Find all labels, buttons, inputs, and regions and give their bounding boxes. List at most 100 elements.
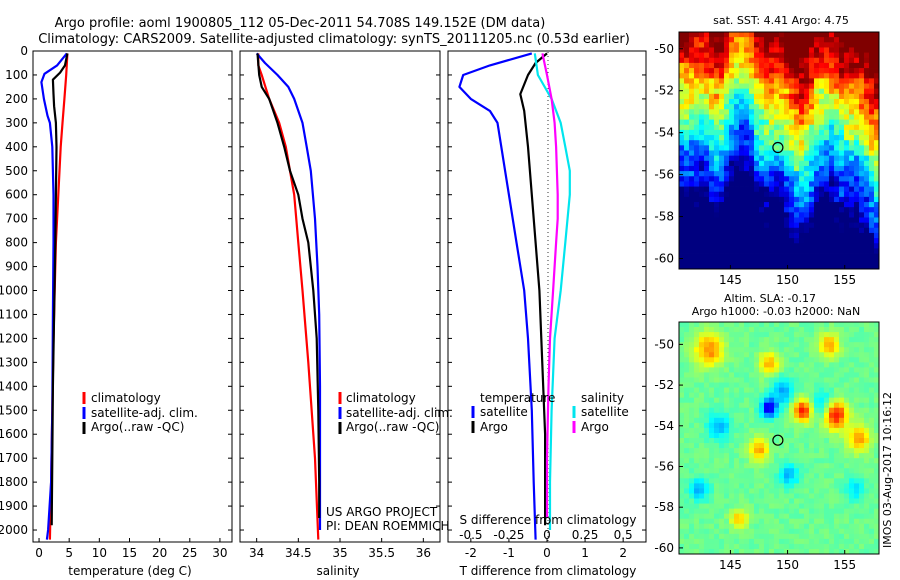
map-cell	[724, 483, 730, 489]
map-cell	[734, 73, 740, 79]
map-cell	[744, 171, 750, 177]
map-cell	[729, 372, 735, 378]
map-cell	[784, 417, 790, 424]
map-cell	[709, 47, 715, 54]
map-cell	[704, 448, 710, 454]
map-cell	[789, 263, 795, 270]
map-cell	[839, 412, 845, 419]
map-cell	[704, 104, 710, 110]
map-cell	[824, 222, 830, 229]
map-cell	[819, 392, 825, 399]
map-cell	[764, 109, 770, 115]
map-cell	[814, 88, 820, 95]
map-cell	[814, 438, 820, 444]
map-cell	[854, 47, 860, 54]
map-cell	[759, 253, 765, 260]
map-cell	[834, 327, 840, 333]
map-cell	[774, 104, 780, 110]
map-cell	[694, 243, 700, 249]
map-cell	[839, 392, 845, 399]
map-cell	[714, 407, 720, 414]
map-cell	[869, 523, 875, 530]
map-cell	[734, 32, 740, 38]
map-cell	[814, 196, 820, 203]
y-tick-label: 1200	[0, 331, 28, 345]
map-cell	[829, 538, 835, 545]
map-cell	[849, 253, 855, 260]
map-cell	[689, 543, 695, 550]
map-cell	[784, 327, 790, 333]
map-cell	[689, 119, 695, 126]
map-cell	[829, 140, 835, 146]
map-cell	[719, 78, 725, 84]
map-cell	[774, 478, 780, 484]
map-cell	[709, 337, 715, 343]
map-cell	[719, 196, 725, 203]
map-cell	[849, 322, 855, 328]
map-cell	[739, 332, 745, 338]
map-cell	[719, 104, 725, 110]
map-y-tick-label: -52	[654, 378, 674, 392]
map-cell	[769, 458, 775, 464]
map-cell	[759, 342, 765, 348]
map-cell	[799, 191, 805, 198]
map-cell	[839, 533, 845, 540]
map-cell	[769, 438, 775, 444]
map-cell	[694, 98, 700, 105]
map-cell	[739, 352, 745, 358]
map-cell	[724, 468, 730, 474]
map-cell	[799, 357, 805, 363]
map-cell	[689, 372, 695, 378]
map-cell	[764, 337, 770, 343]
map-cell	[714, 176, 720, 182]
map-cell	[709, 232, 715, 239]
map-cell	[864, 493, 870, 499]
map-cell	[729, 533, 735, 540]
map-cell	[804, 367, 810, 373]
map-cell	[849, 217, 855, 224]
map-cell	[829, 109, 835, 115]
map-cell	[739, 202, 745, 208]
map-cell	[779, 42, 785, 48]
map-cell	[774, 222, 780, 229]
map-cell	[749, 83, 755, 90]
map-cell	[719, 422, 725, 429]
map-cell	[779, 253, 785, 260]
map-cell	[694, 427, 700, 434]
map-cell	[754, 238, 760, 244]
map-cell	[869, 422, 875, 429]
map-cell	[774, 498, 780, 504]
map-cell	[784, 114, 790, 120]
map-cell	[749, 227, 755, 234]
map-cell	[789, 196, 795, 203]
map-cell	[819, 78, 825, 84]
map-cell	[799, 83, 805, 90]
map-cell	[684, 155, 690, 162]
map-cell	[794, 468, 800, 474]
map-cell	[799, 196, 805, 203]
map-cell	[714, 32, 720, 38]
map-cell	[854, 347, 860, 353]
map-cell	[764, 253, 770, 260]
map-cell	[694, 493, 700, 499]
map-cell	[709, 227, 715, 234]
map-cell	[729, 458, 735, 464]
map-cell	[809, 412, 815, 419]
map-cell	[864, 448, 870, 454]
map-cell	[704, 548, 710, 555]
map-cell	[709, 513, 715, 520]
map-x-tick-label: 150	[776, 558, 799, 572]
map-cell	[679, 109, 685, 115]
map-cell	[799, 412, 805, 419]
map-cell	[829, 238, 835, 244]
map-cell	[684, 367, 690, 373]
map-cell	[824, 165, 830, 172]
map-cell	[749, 104, 755, 110]
map-cell	[794, 367, 800, 373]
map-cell	[859, 202, 865, 208]
map-cell	[679, 387, 685, 394]
map-cell	[774, 397, 780, 404]
map-cell	[829, 382, 835, 388]
map-cell	[834, 382, 840, 388]
map-cell	[804, 322, 810, 328]
